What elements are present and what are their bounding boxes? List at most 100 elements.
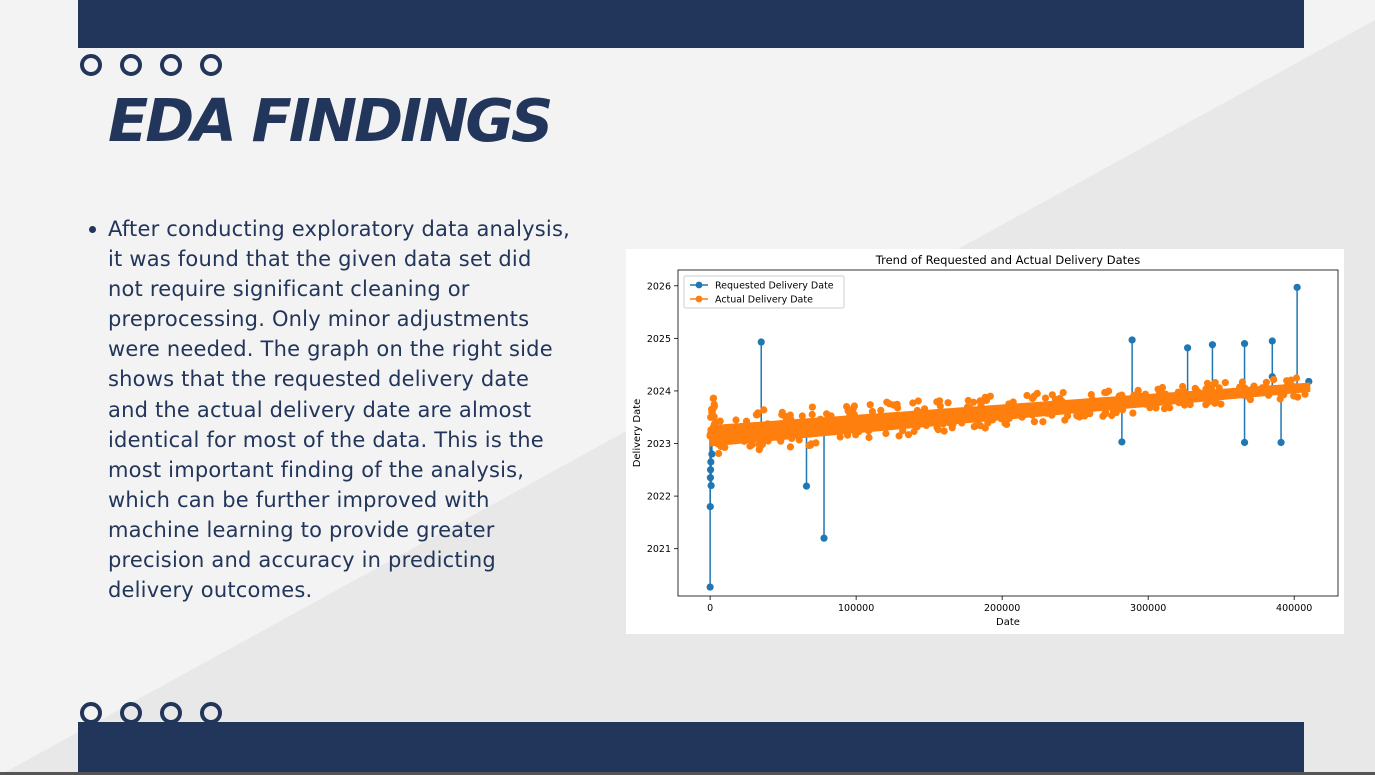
actual-point	[835, 424, 843, 432]
actual-point	[887, 420, 895, 428]
legend-frame	[683, 275, 845, 309]
actual-point	[982, 396, 991, 404]
actual-point	[919, 408, 927, 416]
actual-point	[764, 420, 772, 428]
actual-point	[717, 442, 725, 451]
actual-point	[944, 399, 952, 407]
actual-point	[933, 424, 941, 432]
actual-point	[708, 433, 716, 441]
actual-point	[963, 403, 972, 411]
actual-point	[709, 394, 717, 403]
actual-point	[1191, 384, 1199, 392]
findings-text: After conducting exploratory data analys…	[108, 217, 570, 603]
actual-point	[808, 403, 816, 411]
actual-point	[778, 411, 786, 419]
actual-point	[1005, 414, 1013, 423]
requested-outlier-point	[757, 338, 765, 346]
actual-point	[715, 449, 723, 458]
circle-icon	[160, 702, 182, 724]
actual-point	[1059, 389, 1067, 397]
actual-point	[1203, 379, 1212, 387]
actual-point	[1118, 395, 1126, 403]
actual-point	[913, 416, 921, 425]
chart-title: Trend of Requested and Actual Delivery D…	[875, 253, 1140, 267]
requested-outlier-point	[1293, 283, 1301, 291]
actual-point	[1202, 385, 1210, 393]
requested-outlier-point	[706, 583, 714, 591]
actual-point	[806, 441, 814, 449]
requested-outlier-point	[1118, 438, 1126, 446]
actual-point	[1146, 395, 1154, 403]
actual-point	[850, 402, 858, 410]
actual-point	[1186, 401, 1194, 409]
actual-point	[1146, 404, 1154, 412]
actual-point	[882, 429, 890, 438]
actual-point	[1023, 391, 1031, 400]
actual-point	[1262, 378, 1270, 386]
actual-point	[1292, 374, 1301, 382]
actual-point	[1033, 389, 1041, 397]
actual-point	[1180, 387, 1188, 395]
actual-point	[866, 401, 874, 409]
actual-point	[760, 406, 768, 414]
actual-point	[910, 427, 918, 436]
list-item: After conducting exploratory data analys…	[86, 214, 571, 605]
actual-point	[850, 410, 858, 418]
actual-point	[777, 437, 785, 445]
actual-point	[981, 424, 989, 432]
actual-point	[786, 411, 794, 419]
actual-point	[1059, 403, 1067, 411]
actual-point	[1202, 401, 1210, 409]
actual-point	[843, 403, 851, 411]
actual-point	[865, 433, 873, 442]
actual-point	[1152, 404, 1160, 412]
y-tick-label: 2023	[647, 439, 671, 450]
chart-legend: Requested Delivery Date Actual Delivery D…	[683, 275, 845, 309]
actual-point	[1134, 386, 1142, 394]
actual-point	[740, 437, 748, 445]
actual-point	[939, 420, 947, 428]
actual-point	[1030, 418, 1038, 426]
actual-point	[1276, 389, 1284, 397]
circle-icon	[120, 702, 142, 724]
actual-point	[808, 410, 816, 419]
actual-point	[752, 411, 760, 419]
plot-area	[677, 269, 1339, 597]
requested-outlier-point	[1240, 340, 1249, 348]
x-tick-label: 100000	[838, 603, 874, 614]
actual-point	[1041, 394, 1050, 402]
actual-point	[1265, 391, 1273, 399]
actual-point	[964, 396, 972, 405]
actual-point	[899, 427, 907, 435]
actual-point	[1088, 395, 1096, 403]
requested-outlier-point	[802, 482, 811, 490]
actual-point	[1039, 418, 1047, 426]
series-actual	[706, 374, 1311, 458]
actual-point	[883, 398, 891, 406]
actual-point	[936, 402, 944, 410]
actual-point	[895, 432, 903, 440]
actual-point	[852, 431, 860, 439]
actual-point	[742, 417, 751, 425]
actual-point	[1174, 388, 1182, 396]
actual-point	[836, 433, 844, 441]
actual-point	[1073, 412, 1081, 420]
actual-point	[1290, 383, 1298, 391]
requested-outlier-point	[1128, 336, 1136, 344]
actual-point	[904, 431, 913, 439]
actual-point	[732, 416, 740, 424]
actual-point	[786, 443, 794, 451]
actual-point	[795, 436, 803, 444]
footer-band	[78, 722, 1304, 775]
requested-outlier-point	[708, 450, 716, 458]
actual-point	[877, 406, 885, 414]
actual-point	[982, 408, 990, 416]
actual-point	[1250, 382, 1258, 390]
actual-point	[716, 417, 724, 425]
actual-point	[844, 431, 852, 439]
actual-point	[1276, 395, 1284, 403]
actual-point	[755, 441, 763, 449]
y-axis-label: Delivery Date	[632, 399, 643, 468]
actual-point	[1164, 397, 1172, 405]
actual-point	[1051, 395, 1060, 403]
